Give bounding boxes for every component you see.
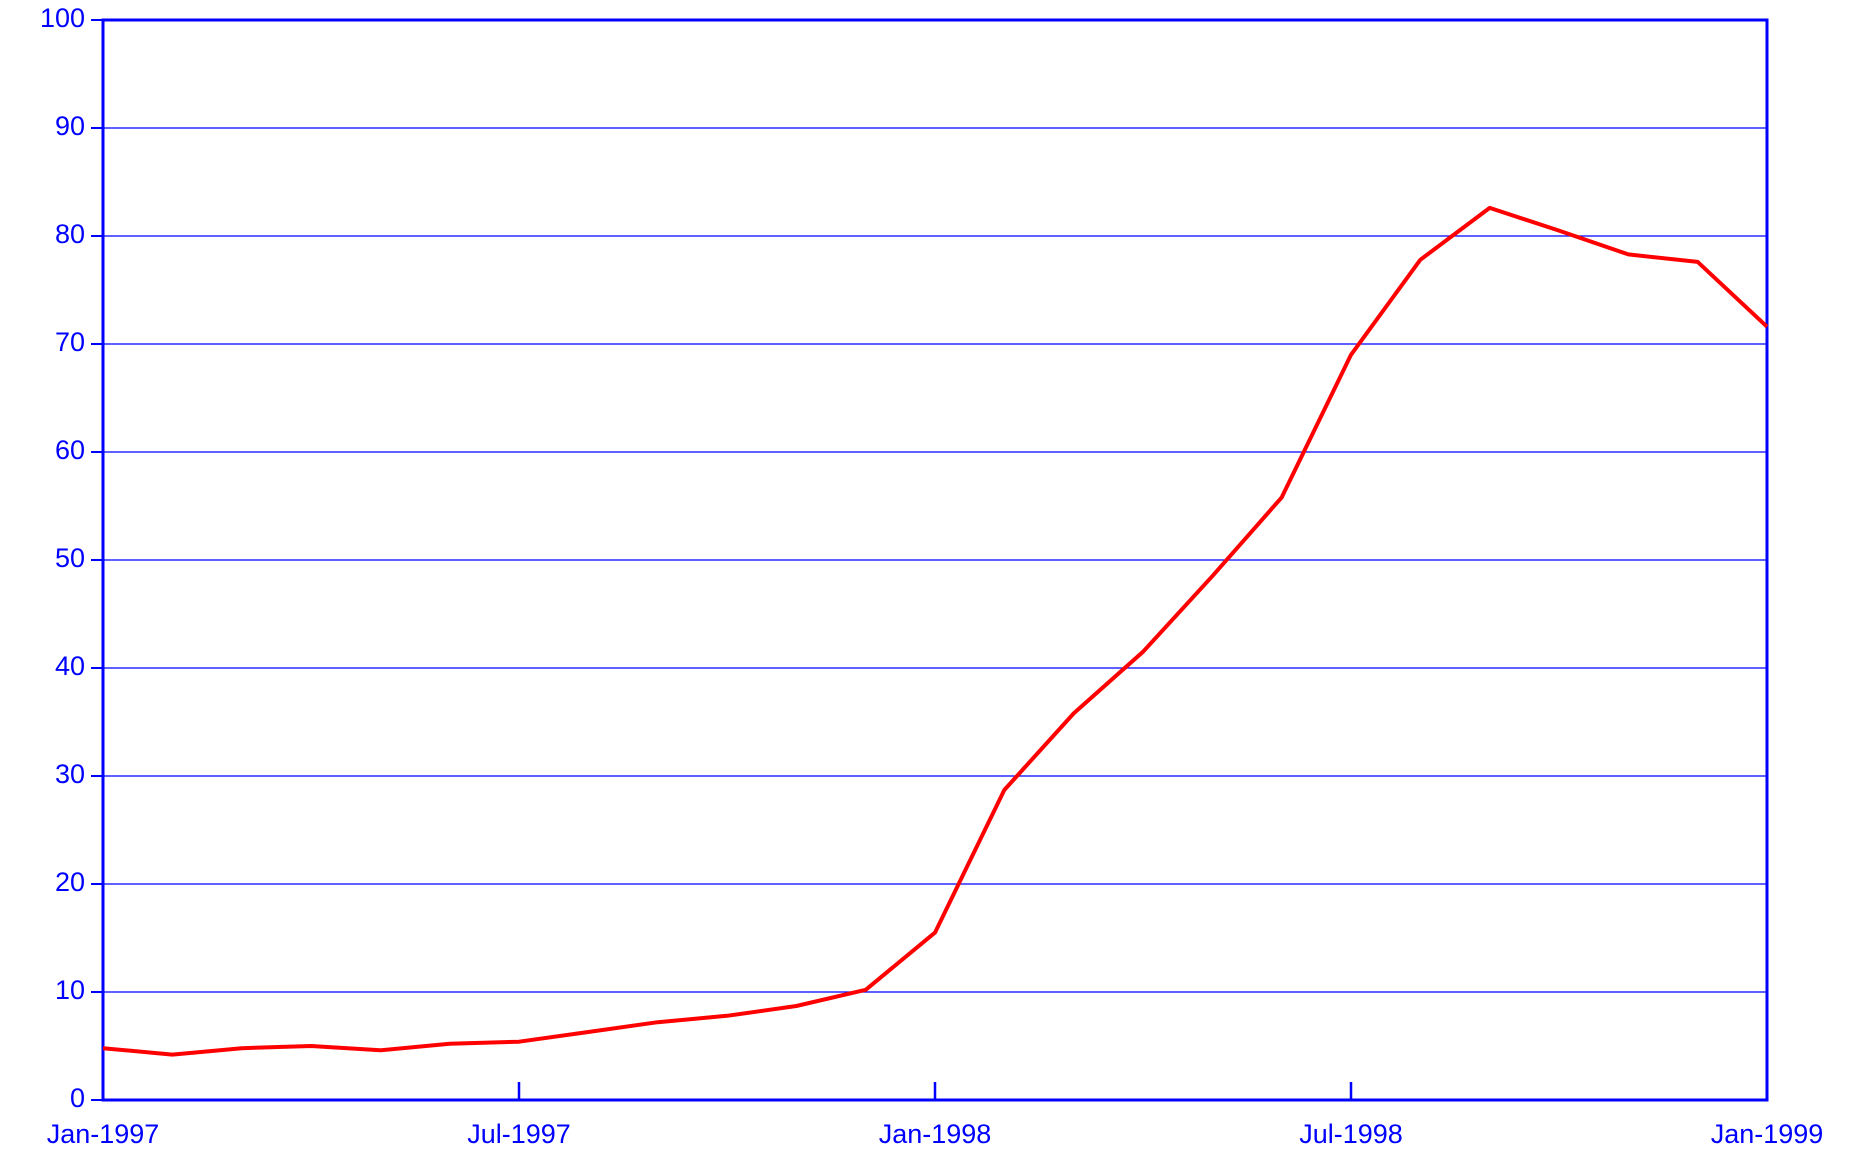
y-tick-label: 50 xyxy=(55,543,85,573)
y-tick-label: 30 xyxy=(55,759,85,789)
y-tick-label: 10 xyxy=(55,975,85,1005)
x-tick-label: Jan-1999 xyxy=(1711,1119,1824,1149)
x-tick-label: Jan-1998 xyxy=(879,1119,992,1149)
y-tick-label: 20 xyxy=(55,867,85,897)
x-tick-label: Jan-1997 xyxy=(47,1119,160,1149)
y-tick-label: 60 xyxy=(55,435,85,465)
x-tick-label: Jul-1998 xyxy=(1299,1119,1403,1149)
y-tick-label: 40 xyxy=(55,651,85,681)
y-tick-label: 90 xyxy=(55,111,85,141)
data-line xyxy=(102,205,1769,1057)
y-tick-label: 100 xyxy=(40,3,85,33)
y-tick-label: 70 xyxy=(55,327,85,357)
x-tick-label: Jul-1997 xyxy=(467,1119,571,1149)
y-tick-label: 0 xyxy=(70,1083,85,1113)
y-tick-label: 80 xyxy=(55,219,85,249)
